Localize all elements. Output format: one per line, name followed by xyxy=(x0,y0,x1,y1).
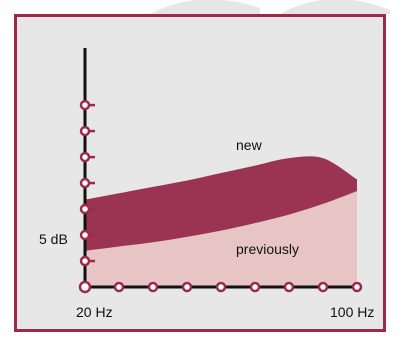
tick-markers xyxy=(78,99,363,294)
y-tick-marker xyxy=(79,229,91,241)
areas-layer xyxy=(85,156,357,287)
y-tick-marker xyxy=(79,99,91,111)
x-tick-marker xyxy=(351,281,363,293)
y-tick-marker xyxy=(79,255,91,267)
y-tick-marker xyxy=(79,125,91,137)
x-tick-marker xyxy=(317,281,329,293)
x-tick-marker xyxy=(147,281,159,293)
x-tick-marker xyxy=(283,281,295,293)
chart-labels: new previously 5 dB 20 Hz 100 Hz xyxy=(39,137,374,320)
decorative-top-curve xyxy=(150,0,390,14)
y-tick-marker xyxy=(79,151,91,163)
area-previously xyxy=(85,191,357,287)
series-label-new: new xyxy=(236,137,263,153)
x-tick-marker xyxy=(113,281,125,293)
area-new xyxy=(85,156,357,251)
decorative-top-shape xyxy=(0,0,405,14)
series-label-previously: previously xyxy=(236,241,299,257)
y-tick-marker xyxy=(79,177,91,189)
x-tick-marker xyxy=(249,281,261,293)
origin-marker xyxy=(78,280,92,294)
x-tick-marker xyxy=(215,281,227,293)
y-tick-marker xyxy=(79,203,91,215)
y-tick-label: 5 dB xyxy=(39,231,68,247)
x-tick-label-end: 100 Hz xyxy=(330,304,374,320)
x-tick-label-start: 20 Hz xyxy=(76,304,113,320)
x-tick-marker xyxy=(181,281,193,293)
